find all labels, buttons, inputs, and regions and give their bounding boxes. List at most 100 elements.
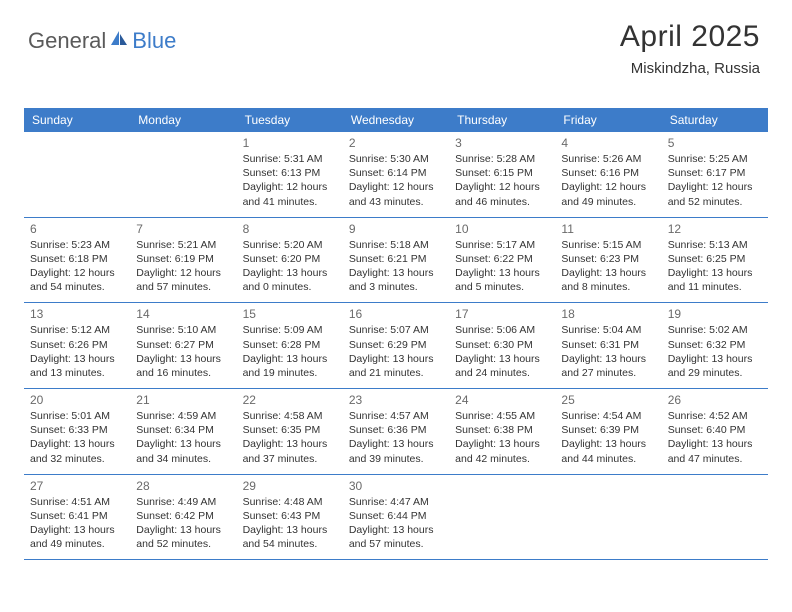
day-number: 22: [243, 393, 337, 407]
header: April 2025 Miskindzha, Russia: [620, 20, 760, 77]
day-cell: 9Sunrise: 5:18 AMSunset: 6:21 PMDaylight…: [343, 218, 449, 303]
day-info-line: Sunset: 6:22 PM: [455, 252, 549, 266]
day-number: 28: [136, 479, 230, 493]
day-info-line: Daylight: 13 hours: [561, 437, 655, 451]
day-info-line: and 54 minutes.: [243, 537, 337, 551]
day-info-line: Sunrise: 5:07 AM: [349, 323, 443, 337]
day-info-line: and 21 minutes.: [349, 366, 443, 380]
day-info-line: Sunset: 6:18 PM: [30, 252, 124, 266]
day-number: 17: [455, 307, 549, 321]
day-info-line: Daylight: 13 hours: [561, 352, 655, 366]
day-info-line: and 46 minutes.: [455, 195, 549, 209]
day-number: 20: [30, 393, 124, 407]
day-info-line: Sunset: 6:19 PM: [136, 252, 230, 266]
day-number: 24: [455, 393, 549, 407]
day-info-line: Sunrise: 5:20 AM: [243, 238, 337, 252]
day-info-line: and 57 minutes.: [349, 537, 443, 551]
week-row: 13Sunrise: 5:12 AMSunset: 6:26 PMDayligh…: [24, 303, 768, 389]
logo: General Blue: [28, 28, 176, 54]
day-cell: 6Sunrise: 5:23 AMSunset: 6:18 PMDaylight…: [24, 218, 130, 303]
day-number: 27: [30, 479, 124, 493]
day-info-line: Sunset: 6:15 PM: [455, 166, 549, 180]
weekday-header: Tuesday: [237, 108, 343, 132]
day-cell: 3Sunrise: 5:28 AMSunset: 6:15 PMDaylight…: [449, 132, 555, 217]
day-info-line: and 52 minutes.: [136, 537, 230, 551]
day-info-line: and 49 minutes.: [561, 195, 655, 209]
day-info-line: Daylight: 12 hours: [668, 180, 762, 194]
day-info-line: and 19 minutes.: [243, 366, 337, 380]
day-info-line: Daylight: 13 hours: [30, 523, 124, 537]
week-row: 1Sunrise: 5:31 AMSunset: 6:13 PMDaylight…: [24, 132, 768, 218]
day-cell-empty: [662, 475, 768, 560]
day-cell: 4Sunrise: 5:26 AMSunset: 6:16 PMDaylight…: [555, 132, 661, 217]
logo-sail-icon: [109, 29, 129, 54]
day-info-line: and 3 minutes.: [349, 280, 443, 294]
day-cell: 24Sunrise: 4:55 AMSunset: 6:38 PMDayligh…: [449, 389, 555, 474]
day-info-line: Sunset: 6:44 PM: [349, 509, 443, 523]
day-info-line: Daylight: 13 hours: [668, 266, 762, 280]
weekday-header: Wednesday: [343, 108, 449, 132]
day-info-line: Daylight: 13 hours: [455, 352, 549, 366]
day-info-line: Sunset: 6:29 PM: [349, 338, 443, 352]
weekday-header: Friday: [555, 108, 661, 132]
weekday-header-row: SundayMondayTuesdayWednesdayThursdayFrid…: [24, 108, 768, 132]
day-info-line: Sunset: 6:40 PM: [668, 423, 762, 437]
day-info-line: and 41 minutes.: [243, 195, 337, 209]
day-info-line: Sunset: 6:43 PM: [243, 509, 337, 523]
day-info-line: Daylight: 13 hours: [30, 437, 124, 451]
day-info-line: Daylight: 13 hours: [668, 437, 762, 451]
day-cell-empty: [130, 132, 236, 217]
day-info-line: and 0 minutes.: [243, 280, 337, 294]
day-info-line: Sunrise: 5:04 AM: [561, 323, 655, 337]
day-info-line: and 24 minutes.: [455, 366, 549, 380]
day-number: 29: [243, 479, 337, 493]
day-info-line: and 32 minutes.: [30, 452, 124, 466]
day-cell: 25Sunrise: 4:54 AMSunset: 6:39 PMDayligh…: [555, 389, 661, 474]
day-info-line: and 44 minutes.: [561, 452, 655, 466]
day-info-line: Daylight: 13 hours: [349, 352, 443, 366]
day-info-line: Daylight: 13 hours: [561, 266, 655, 280]
day-info-line: Daylight: 13 hours: [455, 437, 549, 451]
day-number: 15: [243, 307, 337, 321]
day-info-line: Sunrise: 5:17 AM: [455, 238, 549, 252]
day-number: 18: [561, 307, 655, 321]
day-info-line: Sunrise: 4:54 AM: [561, 409, 655, 423]
day-info-line: Sunset: 6:16 PM: [561, 166, 655, 180]
day-info-line: Sunrise: 5:28 AM: [455, 152, 549, 166]
day-cell: 7Sunrise: 5:21 AMSunset: 6:19 PMDaylight…: [130, 218, 236, 303]
day-info-line: and 52 minutes.: [668, 195, 762, 209]
day-number: 2: [349, 136, 443, 150]
day-number: 23: [349, 393, 443, 407]
day-cell: 13Sunrise: 5:12 AMSunset: 6:26 PMDayligh…: [24, 303, 130, 388]
day-cell: 14Sunrise: 5:10 AMSunset: 6:27 PMDayligh…: [130, 303, 236, 388]
day-number: 25: [561, 393, 655, 407]
day-info-line: Sunrise: 4:58 AM: [243, 409, 337, 423]
day-number: 10: [455, 222, 549, 236]
day-info-line: and 27 minutes.: [561, 366, 655, 380]
day-info-line: Daylight: 13 hours: [30, 352, 124, 366]
day-cell: 18Sunrise: 5:04 AMSunset: 6:31 PMDayligh…: [555, 303, 661, 388]
day-info-line: Sunrise: 5:31 AM: [243, 152, 337, 166]
day-info-line: Sunset: 6:35 PM: [243, 423, 337, 437]
day-info-line: Sunset: 6:38 PM: [455, 423, 549, 437]
day-info-line: Daylight: 13 hours: [243, 352, 337, 366]
day-info-line: Sunrise: 5:18 AM: [349, 238, 443, 252]
day-info-line: Sunset: 6:23 PM: [561, 252, 655, 266]
day-cell: 23Sunrise: 4:57 AMSunset: 6:36 PMDayligh…: [343, 389, 449, 474]
weekday-header: Saturday: [662, 108, 768, 132]
day-number: 3: [455, 136, 549, 150]
day-number: 1: [243, 136, 337, 150]
week-row: 27Sunrise: 4:51 AMSunset: 6:41 PMDayligh…: [24, 475, 768, 561]
day-info-line: Sunrise: 4:51 AM: [30, 495, 124, 509]
day-info-line: Daylight: 13 hours: [668, 352, 762, 366]
day-info-line: and 16 minutes.: [136, 366, 230, 380]
day-info-line: and 34 minutes.: [136, 452, 230, 466]
day-info-line: Daylight: 13 hours: [349, 523, 443, 537]
day-number: 5: [668, 136, 762, 150]
weeks-container: 1Sunrise: 5:31 AMSunset: 6:13 PMDaylight…: [24, 132, 768, 560]
day-info-line: Daylight: 13 hours: [243, 523, 337, 537]
day-info-line: Daylight: 13 hours: [349, 437, 443, 451]
day-info-line: and 5 minutes.: [455, 280, 549, 294]
day-info-line: and 29 minutes.: [668, 366, 762, 380]
weekday-header: Monday: [130, 108, 236, 132]
